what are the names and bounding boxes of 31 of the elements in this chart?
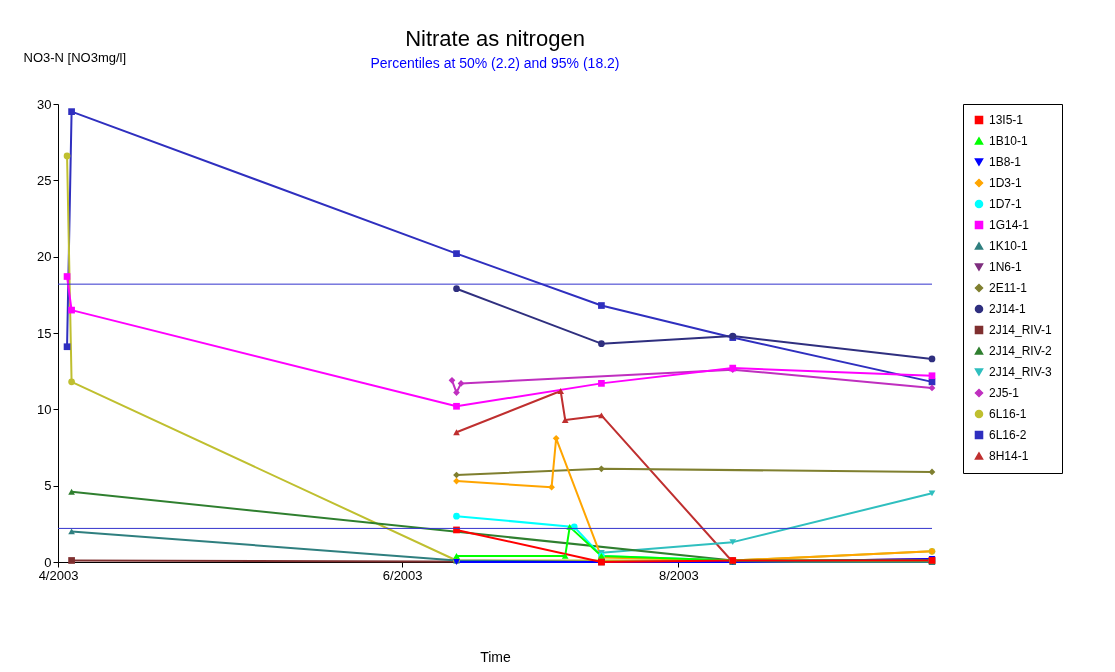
- y-tick-label: 15: [37, 325, 52, 341]
- y-tick-label: 0: [44, 554, 52, 570]
- legend-label: 8H14-1: [989, 449, 1029, 463]
- legend-label: 2J14-1: [989, 302, 1027, 316]
- legend-label: 2J5-1: [989, 386, 1020, 400]
- legend-label: 1D7-1: [989, 197, 1023, 211]
- y-tick-label: 5: [44, 478, 52, 494]
- legend-label: 2J14_RIV-3: [989, 365, 1053, 379]
- legend-label: 1N6-1: [989, 260, 1023, 274]
- legend-label: 1D3-1: [989, 176, 1023, 190]
- legend-label: 1B10-1: [989, 134, 1029, 148]
- legend-label: 1K10-1: [989, 239, 1029, 253]
- y-axis-title: NO3-N [NO3mg/l]: [23, 49, 127, 65]
- x-tick-label: 6/2003: [382, 567, 423, 583]
- legend-label: 2E11-1: [989, 281, 1028, 295]
- y-tick-label: 30: [37, 96, 52, 112]
- chart-title: Nitrate as nitrogen: [405, 26, 585, 51]
- y-tick-label: 20: [37, 249, 52, 265]
- legend-label: 13I5-1: [989, 113, 1024, 127]
- y-tick-label: 25: [37, 172, 52, 188]
- legend-label: 1G14-1: [989, 218, 1030, 232]
- x-tick-label: 4/2003: [38, 567, 79, 583]
- chart-subtitle: Percentiles at 50% (2.2) and 95% (18.2): [370, 55, 620, 71]
- legend-label: 2J14_RIV-2: [989, 344, 1053, 358]
- y-tick-label: 10: [37, 401, 52, 417]
- legend-label: 6L16-2: [989, 428, 1027, 442]
- legend-label: 2J14_RIV-1: [989, 323, 1053, 337]
- legend-label: 6L16-1: [989, 407, 1027, 421]
- x-tick-label: 8/2003: [659, 567, 699, 583]
- x-axis-title: Time: [480, 648, 512, 665]
- legend-label: 1B8-1: [989, 155, 1022, 169]
